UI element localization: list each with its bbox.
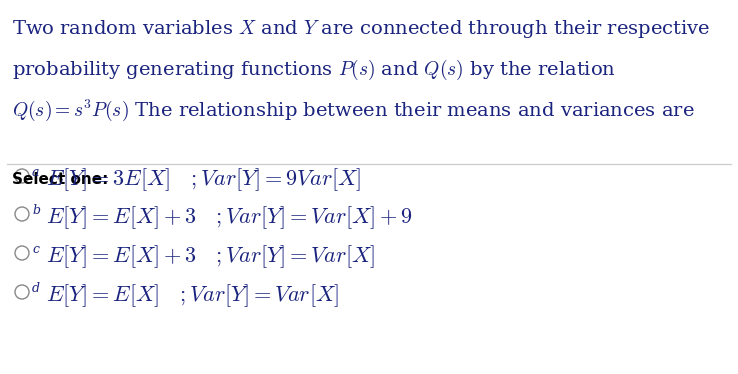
Text: a: a — [32, 166, 40, 179]
Text: b: b — [32, 204, 40, 217]
Text: probability generating functions $P(s)$ and $Q(s)$ by the relation: probability generating functions $P(s)$ … — [12, 58, 616, 82]
Text: $E[Y] = E[X] \quad ;Var[Y] = Var[X]$: $E[Y] = E[X] \quad ;Var[Y] = Var[X]$ — [46, 282, 339, 309]
Text: Select one:: Select one: — [12, 172, 108, 187]
Text: $E[Y] = E[X]+3 \quad ;Var[Y] = Var[X]+9$: $E[Y] = E[X]+3 \quad ;Var[Y] = Var[X]+9$ — [46, 204, 413, 231]
Text: c: c — [32, 243, 39, 256]
Text: $E[Y] = E[X]+3 \quad ;Var[Y] = Var[X]$: $E[Y] = E[X]+3 \quad ;Var[Y] = Var[X]$ — [46, 243, 375, 270]
Text: $Q(s) = s^3 P(s)$ The relationship between their means and variances are: $Q(s) = s^3 P(s)$ The relationship betwe… — [12, 98, 694, 123]
Text: d: d — [32, 282, 40, 295]
Text: $E[Y] = 3E[X]\quad ;Var[Y] = 9Var[X]$: $E[Y] = 3E[X]\quad ;Var[Y] = 9Var[X]$ — [46, 166, 362, 193]
Text: Two random variables $\mathit{X}$ and $\mathit{Y}$ are connected through their r: Two random variables $\mathit{X}$ and $\… — [12, 18, 711, 40]
